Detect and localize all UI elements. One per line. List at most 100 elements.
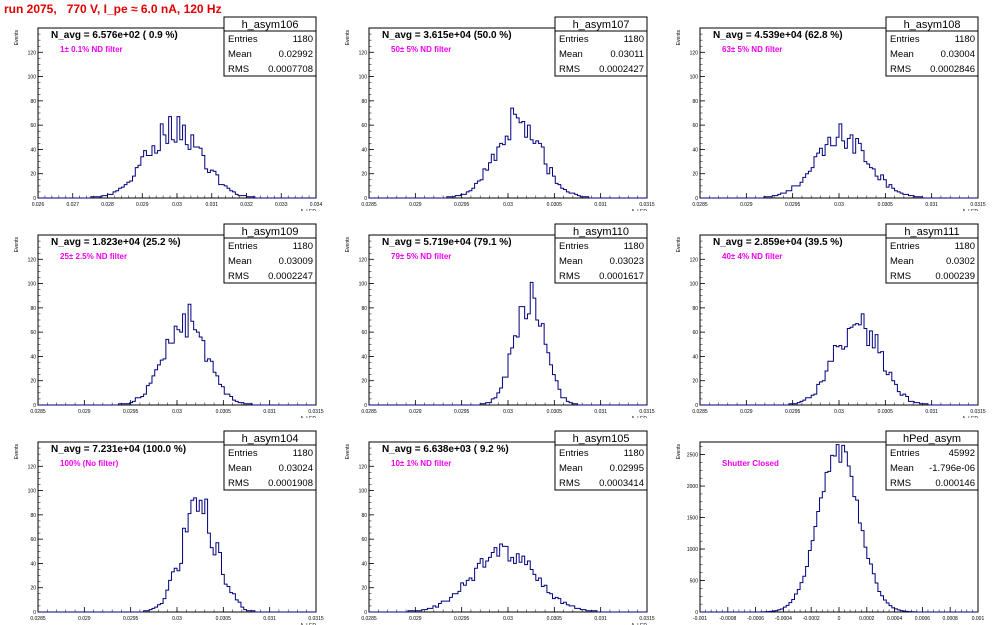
x-tick-label: 0.0305: [878, 409, 894, 415]
filter-annotation: Shutter Closed: [722, 459, 779, 468]
x-axis-title: A_LED: [631, 209, 647, 211]
y-tick-label: 20: [361, 379, 367, 385]
stats-label: RMS: [890, 271, 911, 282]
x-tick-label: 0.031: [925, 409, 938, 415]
histogram-series: [38, 116, 316, 199]
x-tick-label: 0.0285: [361, 616, 377, 622]
y-tick-label: 1500: [687, 516, 698, 522]
stats-value: 0.03023: [610, 256, 644, 267]
stats-value: 0.0003414: [599, 478, 644, 489]
stats-value: 0.03024: [279, 463, 313, 474]
x-tick-label: 0.029: [78, 616, 91, 622]
navg-label: N_avg = 4.539e+04 (62.8 %): [713, 30, 843, 41]
histogram-series: [369, 281, 647, 406]
y-tick-label: 0: [364, 403, 367, 409]
y-axis-title: Events: [676, 444, 682, 460]
y-axis-title: Events: [14, 444, 20, 460]
x-tick-label: 0.0305: [216, 616, 232, 622]
y-tick-label: 20: [30, 379, 36, 385]
stats-value: 0.000146: [935, 478, 975, 489]
x-axis-title: A_LED: [300, 416, 316, 418]
y-tick-label: 60: [361, 123, 367, 129]
stats-value: 0.0302: [946, 256, 975, 267]
histogram-pad: 0 20 40 60 80 100 120 0.0285 0.029 0.0295 0.03 0.03…: [14, 223, 324, 418]
filter-annotation: 50± 5% ND filter: [391, 45, 451, 54]
x-tick-label: 0.0305: [878, 202, 894, 208]
x-tick-label: -0.0002: [803, 616, 820, 622]
y-axis-title: Events: [345, 237, 351, 253]
x-tick-label: 0: [838, 616, 841, 622]
stats-label: RMS: [228, 271, 249, 282]
x-tick-label: 0.0315: [970, 202, 986, 208]
stats-label: RMS: [890, 478, 911, 489]
histogram-pad: 0 20 40 60 80 100 120 0.0285 0.029 0.0295 0.03 0.03…: [345, 16, 655, 211]
x-tick-label: 0.031: [263, 616, 276, 622]
x-tick-label: 0.032: [240, 202, 253, 208]
y-tick-label: 100: [359, 489, 368, 495]
x-tick-label: 0.0004: [887, 616, 903, 622]
x-tick-label: 0.03: [172, 616, 182, 622]
y-tick-label: 120: [28, 257, 37, 263]
navg-label: N_avg = 7.231e+04 (100.0 %): [51, 444, 186, 455]
stats-value: 0.02995: [610, 463, 644, 474]
histogram-name: h_asym104: [242, 433, 299, 445]
x-tick-label: 0.0305: [216, 409, 232, 415]
y-tick-label: 0: [33, 610, 36, 616]
x-tick-label: 0.0295: [785, 202, 801, 208]
stats-value: 0.02992: [279, 49, 313, 60]
y-tick-label: 0: [33, 403, 36, 409]
y-tick-label: 0: [695, 610, 698, 616]
x-tick-label: -0.0004: [775, 616, 792, 622]
histogram-name: h_asym110: [573, 226, 629, 238]
x-tick-label: 0.031: [594, 202, 607, 208]
y-axis-title: Events: [14, 30, 20, 46]
y-tick-label: 60: [692, 330, 698, 336]
x-tick-label: 0.029: [740, 202, 753, 208]
y-tick-label: 20: [30, 586, 36, 592]
x-tick-label: 0.0295: [785, 409, 801, 415]
stats-label: Mean: [559, 49, 583, 60]
histogram-pad: 0 20 40 60 80 100 120 0.0285 0.029 0.0295 0.03 0.03…: [676, 16, 986, 211]
stats-label: Mean: [228, 49, 252, 60]
x-tick-label: 0.0295: [123, 616, 139, 622]
y-tick-label: 0: [695, 196, 698, 202]
stats-label: RMS: [228, 478, 249, 489]
stats-value: 0.000239: [935, 271, 975, 282]
stats-value: 0.0002427: [599, 64, 644, 75]
y-axis-title: Events: [14, 237, 20, 253]
y-tick-label: 120: [28, 50, 37, 56]
y-tick-label: 100: [28, 75, 37, 81]
x-tick-label: 0.027: [66, 202, 79, 208]
y-tick-label: 40: [30, 147, 36, 153]
filter-annotation: 1± 0.1% ND filter: [60, 45, 123, 54]
y-tick-label: 0: [364, 610, 367, 616]
x-tick-label: 0.031: [205, 202, 218, 208]
y-tick-label: 20: [692, 172, 698, 178]
x-tick-label: 0.034: [310, 202, 323, 208]
y-tick-label: 1000: [687, 547, 698, 553]
y-tick-label: 0: [33, 196, 36, 202]
y-tick-label: 60: [30, 537, 36, 543]
x-tick-label: 0.0295: [454, 202, 470, 208]
y-tick-label: 120: [690, 50, 699, 56]
run-title: run 2075, 770 V, I_pe ≈ 6.0 nA, 120 Hz: [4, 2, 222, 16]
stats-label: Entries: [559, 448, 589, 459]
y-tick-label: 120: [359, 257, 368, 263]
x-tick-label: 0.0305: [547, 202, 563, 208]
histogram-name: h_asym111: [904, 226, 959, 238]
stats-value: 1180: [955, 241, 975, 252]
x-tick-label: 0.0315: [970, 409, 986, 415]
y-tick-label: 100: [359, 75, 368, 81]
stats-box: [223, 16, 317, 77]
y-tick-label: 120: [690, 257, 699, 263]
y-tick-label: 100: [690, 282, 699, 288]
y-tick-label: 40: [692, 147, 698, 153]
stats-label: RMS: [890, 64, 911, 75]
histogram-name: h_asym108: [904, 19, 961, 31]
y-tick-label: 80: [692, 306, 698, 312]
navg-label: N_avg = 6.576e+02 ( 0.9 %): [51, 30, 178, 41]
filter-annotation: 79± 5% ND filter: [391, 252, 451, 261]
x-tick-label: 0.029: [740, 409, 753, 415]
histogram-pad: 0 20 40 60 80 100 120 0.0285 0.029 0.0295 0.03 0.03…: [14, 430, 324, 625]
y-tick-label: 0: [364, 196, 367, 202]
